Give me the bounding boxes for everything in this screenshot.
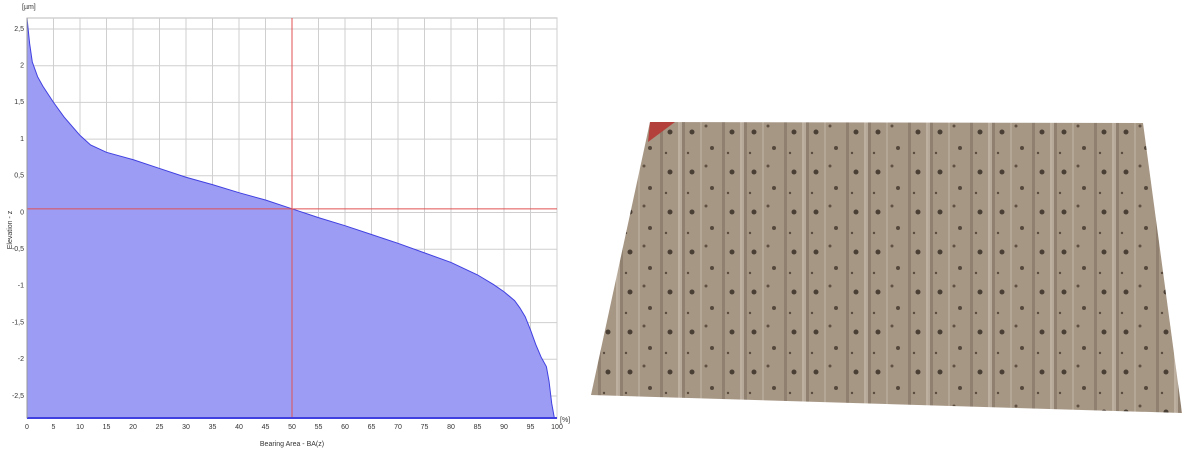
x-tick-label: 75 <box>421 424 429 431</box>
x-axis-label: Bearing Area - BA(z) <box>260 441 324 448</box>
x-tick-label: 100 <box>551 424 563 431</box>
x-tick-label: 30 <box>182 424 190 431</box>
x-tick-label: 70 <box>394 424 402 431</box>
x-tick-label: 60 <box>341 424 349 431</box>
x-tick-label: 45 <box>262 424 270 431</box>
y-tick-label: 1,5 <box>14 99 24 106</box>
y-tick-label: -1,5 <box>12 319 24 326</box>
x-tick-label: 0 <box>25 424 29 431</box>
y-tick-label: -2 <box>18 356 24 363</box>
x-tick-label: 55 <box>315 424 323 431</box>
x-tick-label: 90 <box>500 424 508 431</box>
y-unit: [µm] <box>22 4 36 11</box>
x-tick-label: 25 <box>156 424 164 431</box>
y-tick-label: -2,5 <box>12 393 24 400</box>
x-tick-label: 35 <box>209 424 217 431</box>
x-tick-label: 95 <box>527 424 535 431</box>
x-tick-label: 85 <box>474 424 482 431</box>
y-tick-label: 1 <box>20 136 24 143</box>
y-tick-label: -0,5 <box>12 246 24 253</box>
y-axis-label: Elevation - z <box>7 210 14 249</box>
x-tick-label: 5 <box>52 424 56 431</box>
y-tick-label: 0,5 <box>14 173 24 180</box>
x-tick-label: 20 <box>129 424 137 431</box>
x-tick-label: 50 <box>288 424 296 431</box>
x-unit: [%] <box>560 417 570 424</box>
x-tick-label: 10 <box>76 424 84 431</box>
x-tick-label: 40 <box>235 424 243 431</box>
y-tick-label: 2 <box>20 63 24 70</box>
y-tick-label: 0 <box>20 209 24 216</box>
y-tick-label: -1 <box>18 283 24 290</box>
y-tick-label: 2,5 <box>14 26 24 33</box>
page: [µm] [%] Bearing Area - BA(z) Elevation … <box>0 0 1185 454</box>
x-tick-label: 15 <box>103 424 111 431</box>
x-tick-label: 80 <box>447 424 455 431</box>
x-tick-label: 65 <box>368 424 376 431</box>
surface-image <box>591 122 1182 413</box>
